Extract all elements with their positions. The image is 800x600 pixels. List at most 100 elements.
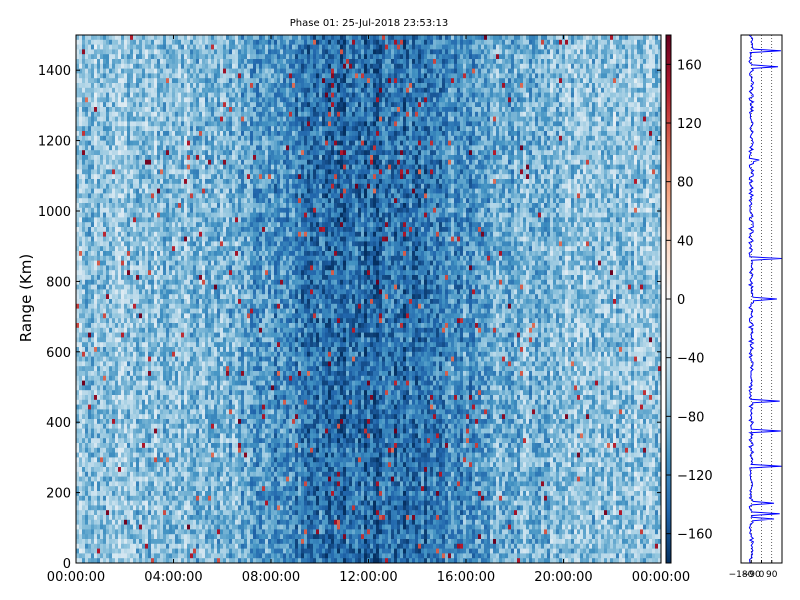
heatmap-cell xyxy=(115,284,119,290)
heatmap-cell xyxy=(136,529,140,535)
heatmap-cell xyxy=(88,558,92,564)
heatmap-cell xyxy=(139,371,143,377)
heatmap-cell xyxy=(202,193,206,199)
heatmap-cell xyxy=(175,207,179,213)
heatmap-cell xyxy=(100,246,104,252)
heatmap-cell xyxy=(88,433,92,439)
heatmap-cell xyxy=(169,49,173,55)
heatmap-cell xyxy=(172,452,176,458)
heatmap-cell xyxy=(199,361,203,367)
heatmap-cell xyxy=(151,92,155,98)
heatmap-cell xyxy=(103,332,107,338)
heatmap-cell xyxy=(208,375,212,381)
heatmap-cell xyxy=(106,375,110,381)
heatmap-cell xyxy=(124,553,128,559)
heatmap-cell xyxy=(193,337,197,343)
heatmap-cell xyxy=(172,553,176,559)
heatmap-cell xyxy=(184,548,188,554)
heatmap-cell xyxy=(124,443,128,449)
heatmap-cell xyxy=(166,486,170,492)
heatmap-cell xyxy=(151,155,155,161)
heatmap-cell xyxy=(172,476,176,482)
heatmap-cell xyxy=(103,116,107,122)
heatmap-cell xyxy=(148,323,152,329)
heatmap-cell xyxy=(202,270,206,276)
heatmap-cell xyxy=(124,433,128,439)
heatmap-cell xyxy=(136,438,140,444)
heatmap-cell xyxy=(94,188,98,194)
heatmap-cell xyxy=(103,279,107,285)
heatmap-cell xyxy=(205,481,209,487)
heatmap-cell xyxy=(175,222,179,228)
heatmap-cell xyxy=(151,260,155,266)
heatmap-cell xyxy=(91,270,95,276)
heatmap-cell xyxy=(211,44,215,50)
heatmap-cell xyxy=(160,491,164,497)
heatmap-cell xyxy=(160,126,164,132)
heatmap-cell xyxy=(190,366,194,372)
heatmap-cell xyxy=(109,35,113,41)
heatmap-cell xyxy=(193,342,197,348)
heatmap-cell xyxy=(76,342,80,348)
heatmap-cell xyxy=(115,183,119,189)
heatmap-cell xyxy=(85,78,89,84)
heatmap-cell xyxy=(115,447,119,453)
heatmap-cell xyxy=(112,59,116,65)
heatmap-cell xyxy=(178,83,182,89)
heatmap-cell xyxy=(145,241,149,247)
heatmap-cell xyxy=(82,92,86,98)
heatmap-cell xyxy=(139,83,143,89)
heatmap-cell xyxy=(76,279,80,285)
heatmap-cell xyxy=(160,308,164,314)
heatmap-cell xyxy=(151,275,155,281)
heatmap-cell xyxy=(172,515,176,521)
heatmap-cell xyxy=(187,73,191,79)
heatmap-cell xyxy=(184,294,188,300)
heatmap-cell xyxy=(163,35,167,41)
heatmap-cell xyxy=(82,83,86,89)
heatmap-cell xyxy=(190,121,194,127)
heatmap-cell xyxy=(76,409,80,415)
heatmap-cell xyxy=(133,49,137,55)
heatmap-cell xyxy=(115,73,119,79)
heatmap-cell xyxy=(193,534,197,540)
heatmap-cell xyxy=(172,222,176,228)
heatmap-cell xyxy=(100,135,104,141)
heatmap-cell xyxy=(115,428,119,434)
heatmap-cell xyxy=(133,227,137,233)
heatmap-cell xyxy=(103,337,107,343)
heatmap-cell xyxy=(160,457,164,463)
heatmap-cell xyxy=(100,543,104,549)
heatmap-cell xyxy=(85,97,89,103)
heatmap-cell xyxy=(109,452,113,458)
heatmap-cell xyxy=(103,227,107,233)
heatmap-cell xyxy=(157,217,161,223)
heatmap-cell xyxy=(196,414,200,420)
heatmap-cell xyxy=(109,92,113,98)
heatmap-cell xyxy=(100,495,104,501)
heatmap-cell xyxy=(148,524,152,530)
heatmap-cell xyxy=(208,395,212,401)
heatmap-cell xyxy=(106,447,110,453)
heatmap-cell xyxy=(178,255,182,261)
heatmap-cell xyxy=(139,279,143,285)
heatmap-cell xyxy=(94,467,98,473)
heatmap-cell xyxy=(193,44,197,50)
heatmap-cell xyxy=(118,342,122,348)
heatmap-cell xyxy=(145,409,149,415)
heatmap-cell xyxy=(127,380,131,386)
heatmap-cell xyxy=(151,452,155,458)
heatmap-cell xyxy=(97,486,101,492)
heatmap-cell xyxy=(160,279,164,285)
heatmap-cell xyxy=(91,419,95,425)
heatmap-cell xyxy=(142,510,146,516)
heatmap-cell xyxy=(109,423,113,429)
heatmap-cell xyxy=(157,236,161,242)
heatmap-cell xyxy=(199,179,203,185)
heatmap-cell xyxy=(193,558,197,564)
heatmap-cell xyxy=(127,457,131,463)
heatmap-cell xyxy=(85,35,89,41)
heatmap-cell xyxy=(166,83,170,89)
heatmap-cell xyxy=(175,203,179,209)
heatmap-cell xyxy=(106,236,110,242)
